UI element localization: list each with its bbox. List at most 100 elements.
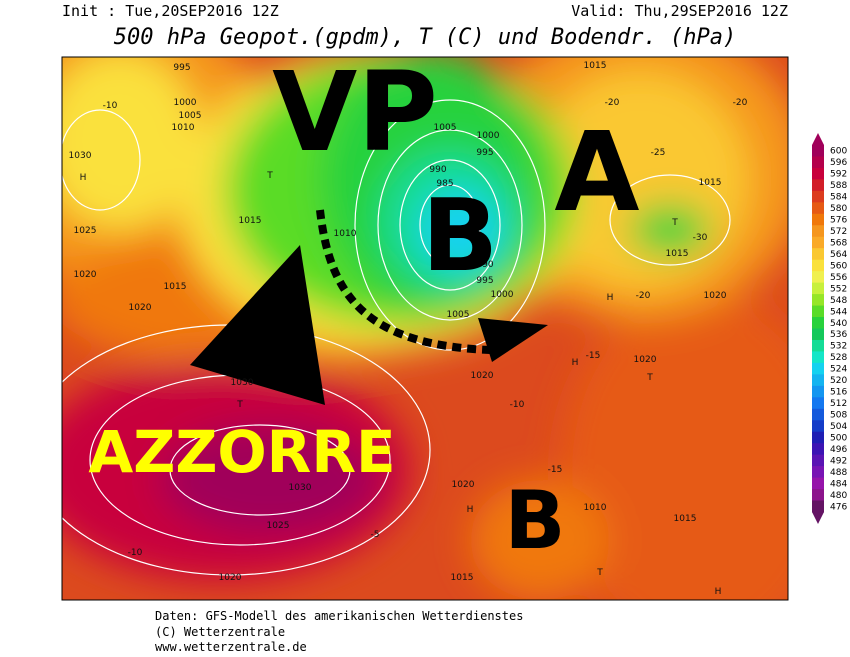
map-label: 1010 — [172, 123, 195, 133]
legend-label: 528 — [830, 353, 847, 363]
map-frame — [61, 56, 789, 601]
legend-swatch — [812, 489, 824, 502]
legend-label: 592 — [830, 170, 847, 180]
legend-swatch — [812, 248, 824, 261]
arrow — [190, 245, 325, 405]
legend-label: 564 — [830, 250, 847, 260]
map-label: H — [715, 587, 722, 597]
map-label: 1015 — [164, 282, 187, 292]
legend-label: 516 — [830, 388, 847, 398]
legend-swatch — [812, 397, 824, 410]
legend-label: 476 — [830, 502, 847, 512]
legend-swatch — [812, 443, 824, 456]
map-label: -10 — [128, 548, 143, 558]
legend-swatch — [812, 477, 824, 490]
legend-swatch — [812, 374, 824, 387]
map-label: 1025 — [74, 226, 97, 236]
map-label: 1020 — [74, 270, 97, 280]
legend-swatch — [812, 225, 824, 238]
legend-swatch — [812, 362, 824, 375]
legend-label: 480 — [830, 491, 847, 501]
map-label: T — [236, 400, 243, 410]
map-label: 1010 — [584, 503, 607, 513]
footer-line: (C) Wetterzentrale — [155, 625, 285, 639]
valid-time: Valid: Thu,29SEP2016 12Z — [571, 2, 788, 20]
annotation: B — [422, 177, 498, 294]
legend-swatch — [812, 317, 824, 329]
map-label: 985 — [436, 179, 453, 189]
legend-label: 524 — [830, 365, 847, 375]
legend-label: 600 — [830, 147, 847, 157]
map-label: H — [607, 293, 614, 303]
legend-label: 580 — [830, 204, 847, 214]
legend-label: 556 — [830, 273, 847, 283]
legend-label: 536 — [830, 330, 847, 340]
legend-swatch — [812, 167, 824, 180]
map-label: -15 — [586, 351, 601, 361]
map-label: 995 — [476, 148, 493, 158]
map-label: 1005 — [447, 310, 470, 320]
annotation: B — [505, 474, 566, 567]
legend-swatch — [812, 408, 824, 421]
map-label: 1005 — [179, 111, 202, 121]
map-label: 1000 — [477, 131, 500, 141]
legend-label: 568 — [830, 238, 847, 248]
map-label: 1000 — [174, 98, 197, 108]
map-label: H — [80, 173, 87, 183]
legend-swatch — [812, 466, 824, 479]
legend-label: 576 — [830, 216, 847, 226]
legend-swatch — [812, 294, 824, 307]
legend-label: 508 — [830, 411, 847, 421]
map-label: H — [467, 505, 474, 515]
legend-label: 560 — [830, 261, 847, 271]
legend-swatch — [812, 328, 824, 341]
map-label: -10 — [103, 101, 118, 111]
map-label: 1015 — [699, 178, 722, 188]
legend-label: 588 — [830, 181, 847, 191]
dotted-trough-line — [316, 209, 491, 354]
map-label: 990 — [429, 165, 446, 175]
legend-swatch — [812, 145, 824, 157]
legend-swatch — [812, 420, 824, 433]
legend-label: 496 — [830, 445, 847, 455]
map-label: 995 — [476, 276, 493, 286]
map-label: -10 — [510, 400, 525, 410]
map-label: -15 — [548, 465, 563, 475]
legend-label: 584 — [830, 193, 847, 203]
legend-swatch — [812, 236, 824, 249]
map-label: 1030 — [69, 151, 92, 161]
legend-swatch — [812, 179, 824, 192]
map-label: -5 — [371, 530, 380, 540]
map-label: 1025 — [267, 521, 290, 531]
legend-label: 504 — [830, 422, 847, 432]
map-label: 1005 — [434, 123, 457, 133]
map-label: 1020 — [704, 291, 727, 301]
map-label: 1020 — [471, 371, 494, 381]
legend-swatch — [812, 454, 824, 467]
footer-line: www.wetterzentrale.de — [155, 640, 307, 654]
legend-swatch — [812, 305, 824, 318]
map-label: 1030 — [289, 483, 312, 493]
legend-label: 500 — [830, 433, 847, 443]
legend-label: 512 — [830, 399, 847, 409]
map-label: T — [646, 373, 653, 383]
legend-label: 520 — [830, 376, 847, 386]
map-label: 1015 — [666, 249, 689, 259]
annotation: VP — [272, 48, 438, 176]
map-label: H — [572, 358, 579, 368]
legend-label: 488 — [830, 468, 847, 478]
map-label: T — [596, 568, 603, 578]
legend-swatch — [812, 351, 824, 364]
legend-label: 540 — [830, 319, 847, 329]
map-label: 1020 — [219, 573, 242, 583]
legend-swatch — [812, 339, 824, 352]
legend-swatch — [812, 213, 824, 226]
legend-swatch — [812, 202, 824, 215]
map-label: 1020 — [452, 480, 475, 490]
legend-swatch — [812, 259, 824, 272]
legend-label: 596 — [830, 158, 847, 168]
footer-line: Daten: GFS-Modell des amerikanischen Wet… — [155, 609, 523, 623]
map-label: 1015 — [674, 514, 697, 524]
legend-label: 544 — [830, 307, 847, 317]
